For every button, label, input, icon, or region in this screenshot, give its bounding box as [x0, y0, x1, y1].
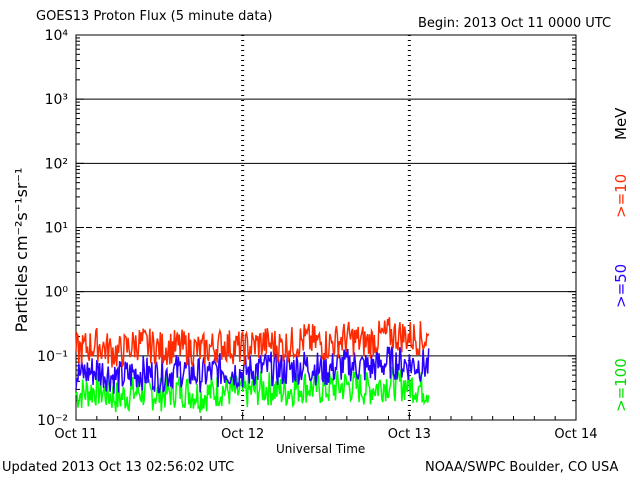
y-tick-label: 10³	[45, 92, 68, 108]
y-axis-label: Particles cm⁻²s⁻¹sr⁻¹	[12, 167, 31, 333]
y-tick-label: 10⁴	[45, 28, 69, 44]
series-line	[75, 317, 430, 369]
series-line	[75, 366, 430, 414]
updated-timestamp: Updated 2013 Oct 13 02:56:02 UTC	[2, 460, 235, 475]
legend-50mev: >=50	[612, 263, 630, 308]
x-tick-label: Oct 12	[221, 427, 264, 442]
series-line	[75, 345, 430, 394]
begin-time: Begin: 2013 Oct 11 0000 UTC	[418, 16, 612, 31]
legend-100mev: >=100	[612, 358, 630, 412]
y-tick-label: 10⁰	[45, 285, 69, 301]
credit-text: NOAA/SWPC Boulder, CO USA	[425, 460, 619, 475]
y-tick-label: 10⁻²	[37, 413, 68, 429]
legend-unit: MeV	[612, 107, 630, 140]
y-tick-label: 10⁻¹	[37, 349, 68, 365]
chart-title: GOES13 Proton Flux (5 minute data)	[36, 9, 273, 24]
x-axis-label: Universal Time	[276, 442, 366, 456]
x-tick-label: Oct 13	[388, 427, 431, 442]
legend-10mev: >=10	[612, 173, 630, 218]
x-tick-label: Oct 11	[54, 427, 97, 442]
x-tick-label: Oct 14	[554, 427, 597, 442]
y-tick-label: 10²	[45, 156, 68, 172]
y-tick-label: 10¹	[45, 221, 68, 237]
